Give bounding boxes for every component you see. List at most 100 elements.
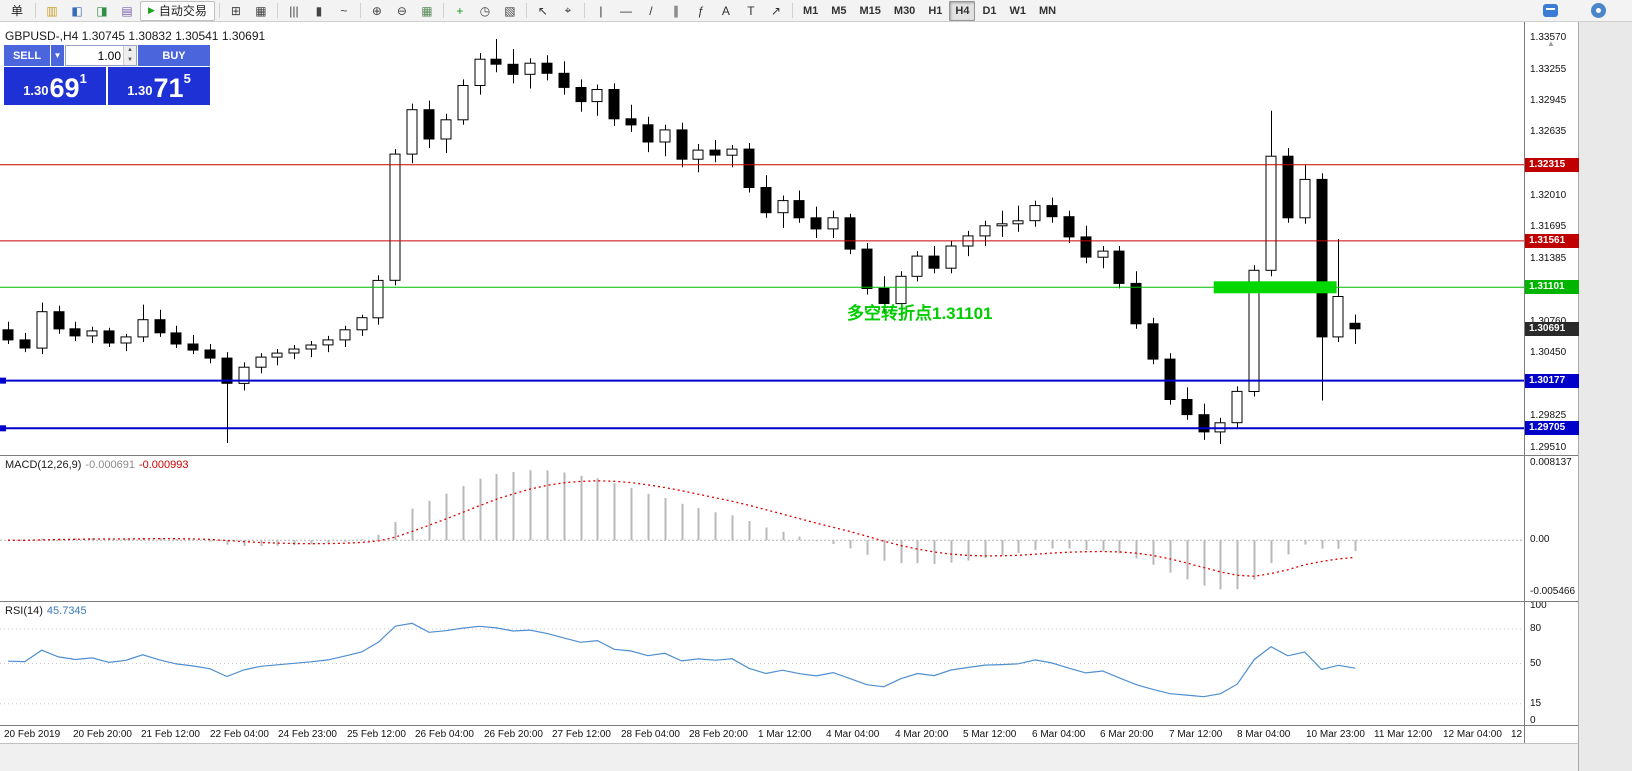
candlestick-chart[interactable]: 多空转折点1.31101 [0,22,1524,455]
macd-pane[interactable]: MACD(12,26,9) -0.000691 -0.000993 [0,455,1524,601]
time-axis-label: 11 Mar 12:00 [1374,729,1433,740]
sell-button[interactable]: SELL [4,45,50,66]
trendline-icon[interactable]: / [649,3,653,18]
navigator-icon[interactable]: ◨ [96,3,108,18]
macd-histogram [24,470,1357,590]
timeframe-button-m1[interactable]: M1 [802,4,819,17]
price-axis-label: 1.33255 [1530,64,1567,75]
crosshair-icon[interactable]: ⌖ [564,3,572,17]
timeframe-button-mn[interactable]: MN [1039,4,1057,17]
timeframe-button-m30[interactable]: M30 [893,4,916,17]
zoom-out-icon[interactable]: ⊖ [396,3,407,18]
horizontal-line-icon[interactable]: — [619,3,632,18]
scroll-up-icon[interactable]: ▲ [1547,39,1555,48]
fibonacci-icon[interactable]: ƒ [697,3,705,18]
label-icon[interactable]: T [747,3,755,18]
lot-size-stepper[interactable]: ▲ ▼ [123,46,136,65]
time-axis-label: 26 Feb 04:00 [415,729,474,740]
time-axis-label: 4 Mar 20:00 [895,729,949,740]
timeframe-button-m15[interactable]: M15 [859,4,881,17]
chat-icon[interactable] [1543,4,1558,17]
buy-price-prefix: 1.30 [127,83,153,98]
cursor-icon[interactable]: ↖ [537,3,548,18]
time-axis-label: 21 Feb 12:00 [141,729,200,740]
time-axis-label: 25 Feb 12:00 [347,729,406,740]
timeframe-button-h4[interactable]: H4 [949,0,976,21]
one-click-trading-panel: SELL ▼ 1.00 ▲ ▼ BUY 1.30 69 1 1.30 71 5 [4,45,210,105]
autotrading-button[interactable]: ▶ 自动交易 [140,0,215,21]
rsi-chart[interactable] [0,601,1524,725]
buy-button[interactable]: BUY [138,45,210,66]
right-panel-strip [1578,22,1632,771]
arrows-icon[interactable]: ↗ [770,3,781,18]
candlestick-icon[interactable]: ▮ [315,3,323,18]
time-axis-label: 6 Mar 04:00 [1032,729,1086,740]
time-axis[interactable]: 20 Feb 2019 20 Feb 20:00 21 Feb 12:00 22 Fe… [0,725,1578,743]
price-pane[interactable]: GBPUSD-,H4 1.30745 1.30832 1.30541 1.306… [0,22,1524,455]
sell-price-button[interactable]: 1.30 69 1 [4,67,106,105]
macd-signal-line [7,480,1356,577]
time-axis-label: 22 Feb 04:00 [210,729,269,740]
stepper-up-icon[interactable]: ▲ [124,46,136,56]
rsi-pane[interactable]: RSI(14) 45.7345 [0,601,1524,725]
price-axis-label: 1.30760 [1530,316,1566,327]
time-axis-label: 1 Mar 12:00 [758,729,812,740]
data-window-icon[interactable]: ◧ [71,3,83,18]
toolbar-separator [276,3,278,18]
grid-icon[interactable]: ▦ [421,3,433,18]
templates-icon[interactable]: ▧ [504,3,516,18]
macd-axis-label: -0.005466 [1530,586,1576,597]
price-axis[interactable]: ▲ 1.33570 1.33255 1.32945 1.32635 1.32010 1.3… [1524,22,1579,743]
text-icon[interactable]: A [721,3,730,18]
profiles-icon[interactable]: ▦ [255,3,267,18]
time-axis-label: 27 Feb 12:00 [552,729,611,740]
timeframe-button-h1[interactable]: H1 [928,4,943,17]
pane-separator[interactable] [0,601,1578,602]
trade-options-dropdown[interactable]: ▼ [51,45,64,66]
stepper-down-icon[interactable]: ▼ [124,55,136,65]
buy-price-big: 71 [153,73,184,103]
toolbar-separator [791,3,793,18]
channel-icon[interactable]: ∥ [672,3,679,18]
buy-price-button[interactable]: 1.30 71 5 [108,67,210,105]
line-handle[interactable] [0,377,6,384]
indicators-icon[interactable]: + [456,3,464,18]
rsi-axis-label: 50 [1530,658,1542,669]
rsi-axis-label: 0 [1530,715,1536,726]
market-watch-icon[interactable]: ▥ [46,3,58,18]
new-chart-icon[interactable]: ⊞ [230,3,241,18]
price-axis-label: 1.33570 [1530,32,1567,43]
community-icon[interactable] [1591,3,1606,18]
support-tag-upper: 1.30177 [1525,374,1579,388]
time-axis-label: 20 Feb 2019 [4,729,61,740]
line-chart-icon[interactable]: ~ [340,3,348,18]
periods-icon[interactable]: ◷ [479,3,491,18]
timeframe-button-m5[interactable]: M5 [831,4,847,17]
timeframe-button-d1[interactable]: D1 [982,4,997,17]
bottom-strip [0,743,1578,771]
bar-chart-icon[interactable]: ||| [289,3,299,18]
pivot-zone-rectangle[interactable] [1213,281,1337,294]
terminal-icon[interactable]: ▤ [121,3,133,18]
time-axis-label: 10 Mar 23:00 [1306,729,1365,740]
toolbar-separator [35,3,36,18]
time-axis-label: 26 Feb 20:00 [484,729,543,740]
time-axis-label: 8 Mar 04:00 [1237,729,1291,740]
timeframe-button-w1[interactable]: W1 [1009,4,1027,17]
rsi-name: RSI(14) [5,605,43,617]
price-axis-label: 1.29825 [1530,410,1567,421]
lot-size-input[interactable]: 1.00 ▲ ▼ [65,45,137,66]
price-axis-label: 1.31385 [1530,253,1567,264]
zoom-in-icon[interactable]: ⊕ [371,3,382,18]
rsi-axis-label: 100 [1530,600,1547,611]
new-order-button[interactable]: 单 [10,4,23,18]
vertical-line-icon[interactable]: | [599,3,603,18]
resistance-tag-lower: 1.31561 [1525,234,1579,248]
line-handle[interactable] [0,425,6,432]
macd-chart[interactable] [0,455,1524,601]
price-axis-label: 1.32635 [1530,126,1567,137]
time-axis-label: 24 Feb 23:00 [278,729,337,740]
pivot-annotation-text[interactable]: 多空转折点1.31101 [847,303,993,323]
pane-separator[interactable] [0,455,1578,456]
rsi-value: 45.7345 [46,605,87,617]
